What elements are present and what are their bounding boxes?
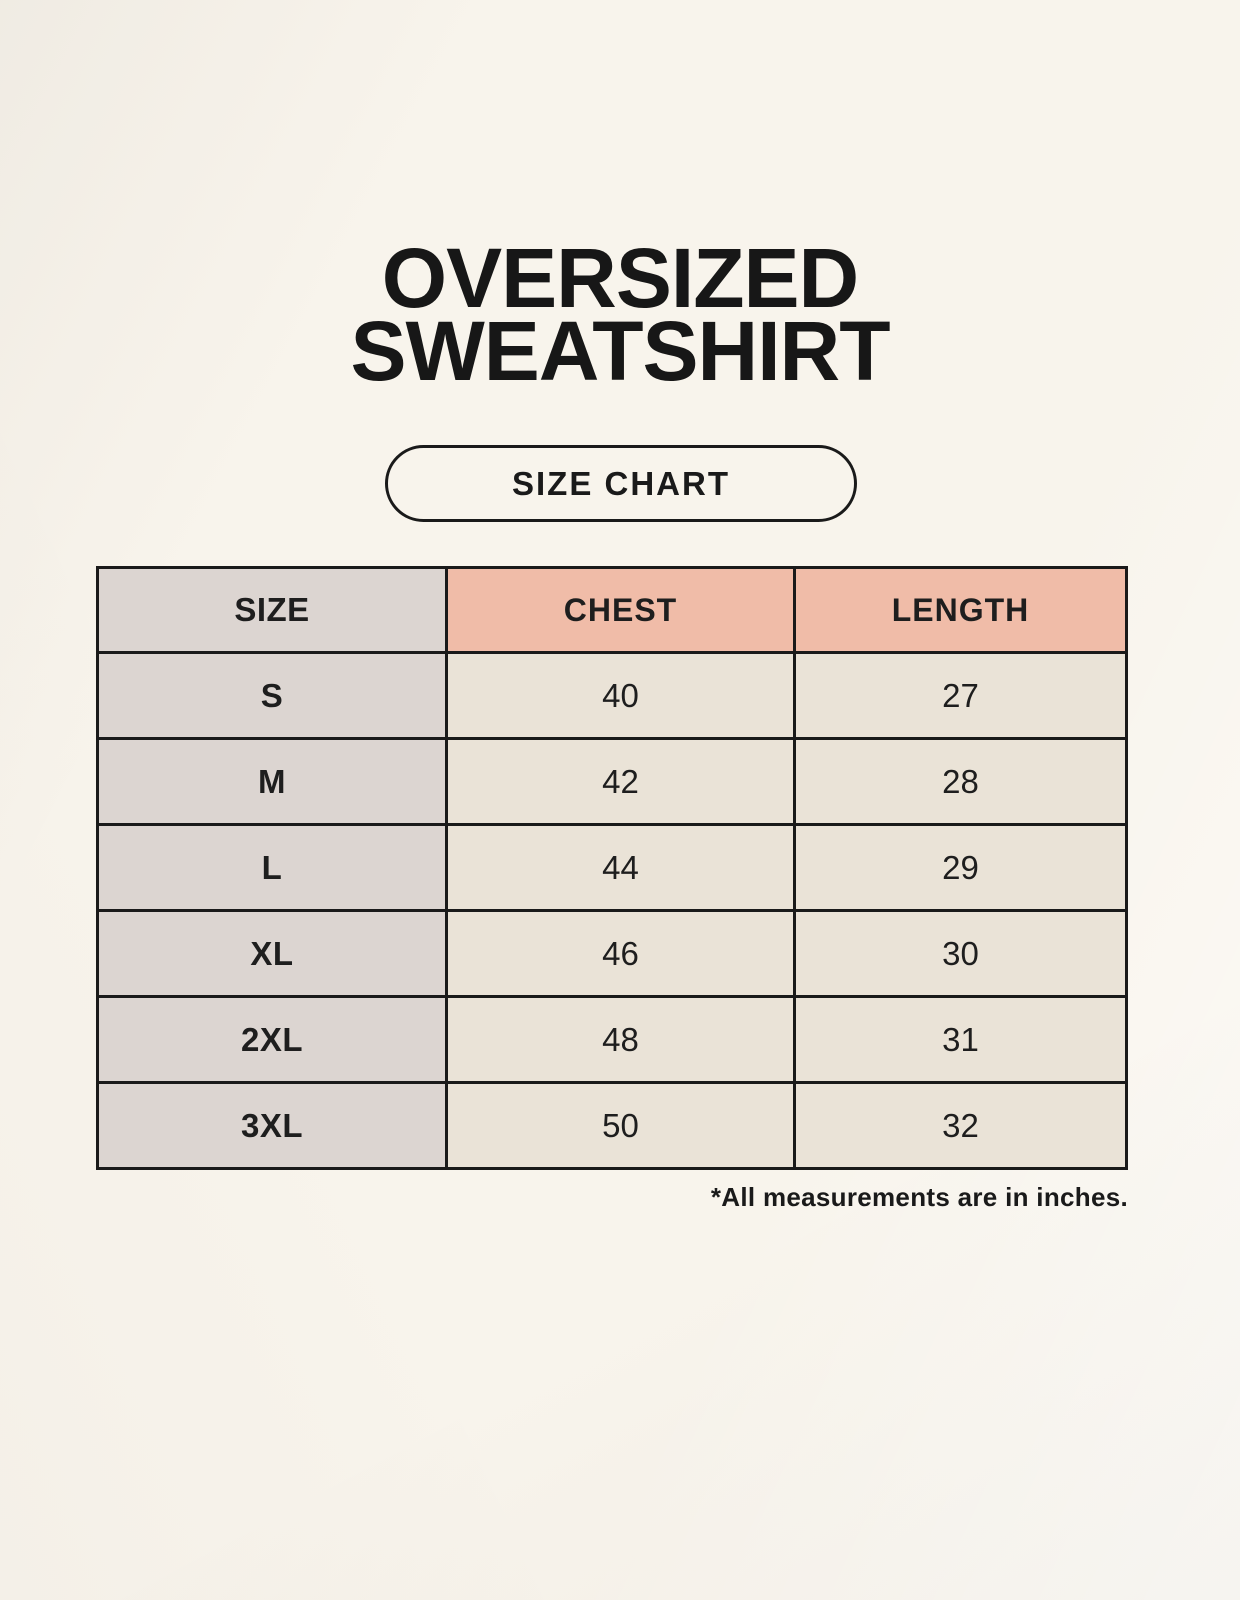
page-title-line-1: OVERSIZED <box>381 231 859 325</box>
chest-value-3xl: 50 <box>448 1084 793 1167</box>
length-value-m: 28 <box>796 740 1125 823</box>
chest-value-xl: 46 <box>448 912 793 995</box>
chest-value-m: 42 <box>448 740 793 823</box>
size-label-m: M <box>99 740 445 823</box>
size-label-xl: XL <box>99 912 445 995</box>
chest-value-l: 44 <box>448 826 793 909</box>
size-label-s: S <box>99 654 445 737</box>
length-value-3xl: 32 <box>796 1084 1125 1167</box>
chest-value-s: 40 <box>448 654 793 737</box>
column-header-chest: CHEST <box>448 569 793 651</box>
size-label-2xl: 2XL <box>99 998 445 1081</box>
measurements-footnote: *All measurements are in inches. <box>710 1182 1128 1212</box>
size-table: SIZE CHEST LENGTH S 40 27 M 42 28 L 44 2… <box>96 566 1128 1170</box>
size-label-l: L <box>99 826 445 909</box>
chest-value-2xl: 48 <box>448 998 793 1081</box>
size-chart-button-label: SIZE CHART <box>512 464 730 502</box>
length-value-l: 29 <box>796 826 1125 909</box>
column-header-size: SIZE <box>99 569 445 651</box>
length-value-2xl: 31 <box>796 998 1125 1081</box>
column-header-length: LENGTH <box>796 569 1125 651</box>
page-title-line-2: SWEATSHIRT <box>350 304 890 398</box>
length-value-s: 27 <box>796 654 1125 737</box>
page-title: OVERSIZED SWEATSHIRT <box>0 231 1240 398</box>
length-value-xl: 30 <box>796 912 1125 995</box>
size-chart-button[interactable]: SIZE CHART <box>385 445 857 522</box>
size-label-3xl: 3XL <box>99 1084 445 1167</box>
